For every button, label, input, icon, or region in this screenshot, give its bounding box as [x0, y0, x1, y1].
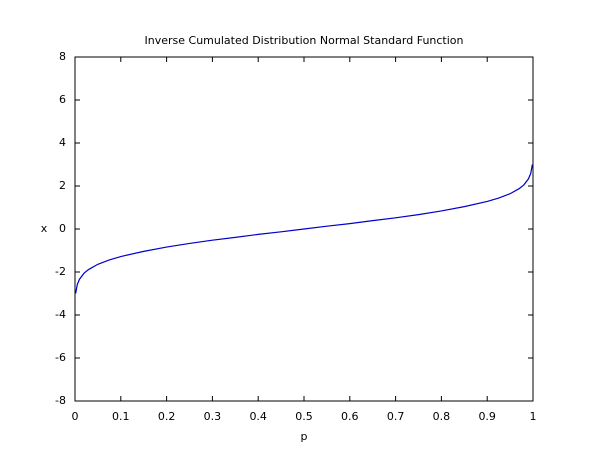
x-tick-label: 0.9 [478, 410, 496, 423]
y-tick-label: -6 [55, 351, 66, 364]
y-tick-label: 6 [59, 93, 66, 106]
x-tick-label: 0 [72, 410, 79, 423]
x-tick-label: 0.4 [249, 410, 267, 423]
x-tick-label: 0.8 [433, 410, 451, 423]
y-tick-label: 2 [59, 179, 66, 192]
y-tick-label: -2 [55, 265, 66, 278]
y-tick-label: -4 [55, 308, 66, 321]
x-axis-label: p [301, 430, 308, 443]
x-tick-label: 0.5 [295, 410, 313, 423]
x-tick-label: 0.1 [112, 410, 130, 423]
x-tick-label: 1 [530, 410, 537, 423]
x-tick-label: 0.3 [204, 410, 222, 423]
y-tick-label: 8 [59, 50, 66, 63]
x-tick-label: 0.2 [158, 410, 176, 423]
y-axis-label: x [41, 222, 48, 235]
data-line [75, 164, 533, 294]
y-tick-label: 0 [59, 222, 66, 235]
x-tick-label: 0.6 [341, 410, 359, 423]
chart-title: Inverse Cumulated Distribution Normal St… [145, 34, 464, 47]
y-tick-label: -8 [55, 394, 66, 407]
y-tick-label: 4 [59, 136, 66, 149]
x-tick-label: 0.7 [387, 410, 405, 423]
